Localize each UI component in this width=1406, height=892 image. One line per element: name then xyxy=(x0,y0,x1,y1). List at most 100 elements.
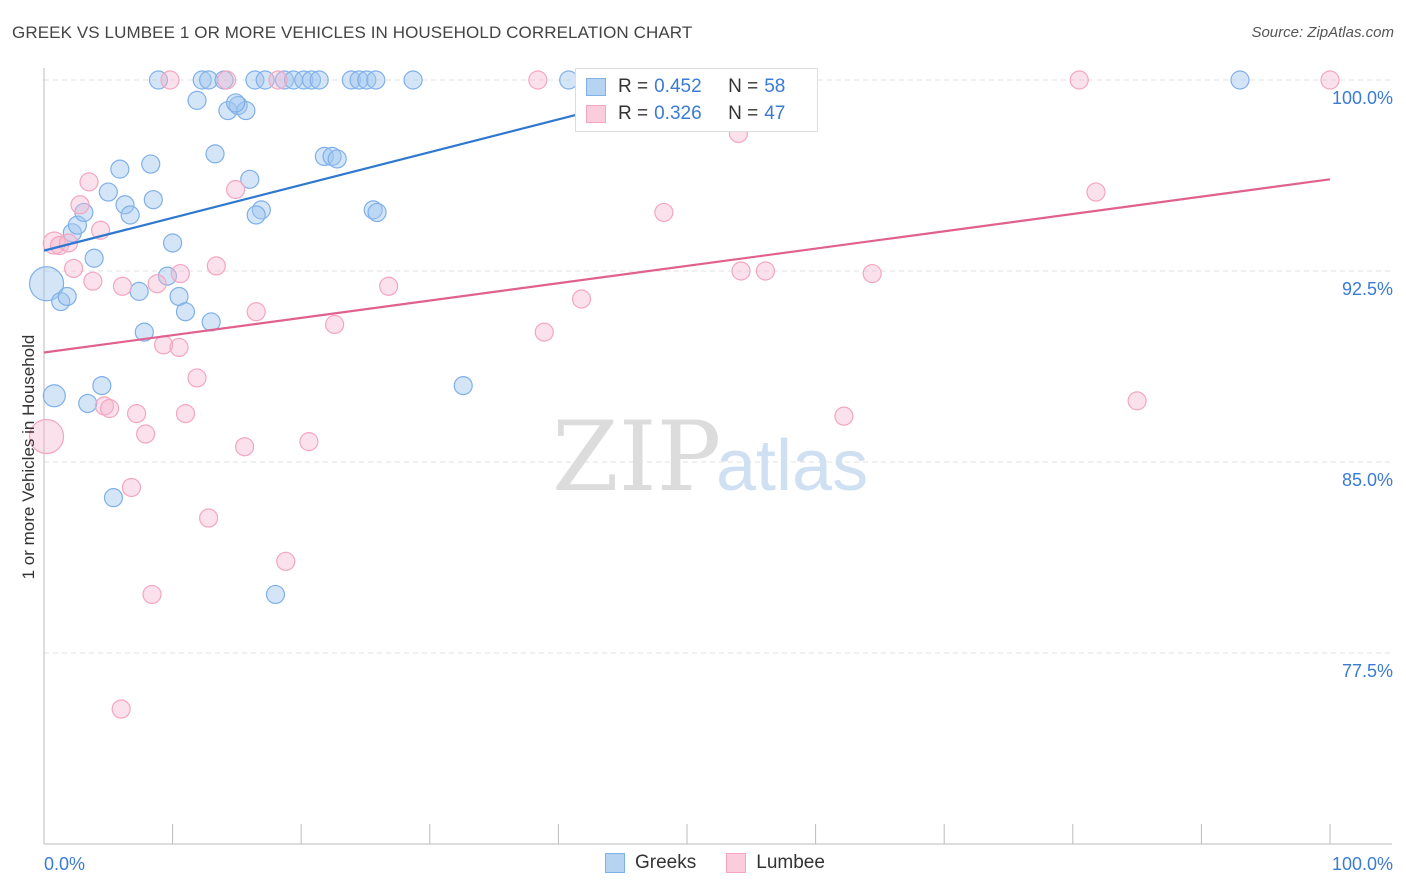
data-point-greeks xyxy=(205,144,225,164)
y-axis-label: 1 or more Vehicles in Household xyxy=(19,335,38,580)
legend-swatch-greeks xyxy=(586,78,606,96)
data-point-lumbee xyxy=(528,70,548,90)
data-point-greeks xyxy=(367,202,387,223)
data-point-lumbee xyxy=(28,418,65,455)
legend-r-label: R = xyxy=(618,76,649,97)
legend-n-label: N = xyxy=(728,103,759,124)
chart-title: GREEK VS LUMBEE 1 OR MORE VEHICLES IN HO… xyxy=(12,23,693,42)
data-point-greeks xyxy=(309,70,329,90)
data-point-greeks xyxy=(84,248,104,268)
data-point-greeks xyxy=(327,149,347,169)
data-point-greeks xyxy=(141,154,161,174)
data-point-greeks xyxy=(148,70,169,90)
data-point-lumbee xyxy=(121,477,142,498)
data-point-greeks xyxy=(322,146,342,166)
data-point-lumbee xyxy=(268,70,288,90)
legend-n-label: N = xyxy=(728,76,759,97)
data-point-lumbee xyxy=(142,584,162,605)
chart-source: Source: ZipAtlas.com xyxy=(1251,24,1394,41)
data-point-greeks xyxy=(453,376,473,396)
data-point-greeks xyxy=(294,70,314,90)
data-point-greeks xyxy=(341,70,361,90)
data-point-greeks xyxy=(349,70,369,90)
data-point-greeks xyxy=(110,159,130,179)
data-point-greeks xyxy=(246,205,266,225)
data-point-lumbee xyxy=(126,404,147,424)
data-point-greeks xyxy=(120,205,140,225)
data-point-lumbee xyxy=(834,406,854,426)
data-point-greeks xyxy=(236,100,256,121)
data-point-greeks xyxy=(226,93,246,113)
data-point-lumbee xyxy=(226,179,246,200)
data-point-lumbee xyxy=(534,322,554,342)
data-point-greeks xyxy=(98,182,118,202)
legend-item-greeks[interactable]: Greeks xyxy=(605,852,696,874)
data-point-greeks xyxy=(366,70,386,90)
data-point-lumbee xyxy=(571,289,592,309)
data-point-greeks xyxy=(187,90,207,110)
legend-label-greeks: Greeks xyxy=(635,852,697,873)
data-point-lumbee xyxy=(1069,70,1089,90)
data-point-lumbee xyxy=(731,261,751,281)
data-point-greeks xyxy=(192,70,212,90)
data-point-lumbee xyxy=(111,699,131,719)
data-point-greeks xyxy=(240,169,260,189)
data-point-greeks xyxy=(103,488,124,508)
data-point-greeks xyxy=(129,281,149,301)
data-point-greeks xyxy=(115,195,135,215)
data-point-greeks xyxy=(1230,70,1250,90)
trend-line-lumbee xyxy=(43,178,1331,354)
data-point-lumbee xyxy=(79,172,99,192)
legend-n-value-greeks: 58 xyxy=(764,76,786,97)
data-point-lumbee xyxy=(160,70,180,90)
legend-marker-greeks xyxy=(605,853,625,873)
data-point-greeks xyxy=(245,70,265,90)
data-point-greeks xyxy=(265,584,286,605)
data-point-greeks xyxy=(51,291,71,312)
data-point-lumbee xyxy=(235,437,255,457)
data-point-lumbee xyxy=(70,195,90,215)
series-legend: Greeks Lumbee xyxy=(605,852,855,874)
data-point-lumbee xyxy=(1127,391,1147,411)
y-tick-label: 77.5% xyxy=(1342,661,1393,681)
data-point-lumbee xyxy=(199,508,219,528)
data-point-lumbee xyxy=(175,404,196,424)
data-point-lumbee xyxy=(1086,182,1106,202)
data-point-greeks xyxy=(163,233,183,253)
data-point-lumbee xyxy=(276,551,296,571)
data-point-greeks xyxy=(143,190,163,210)
data-point-lumbee xyxy=(206,256,226,276)
watermark-atlas: atlas xyxy=(716,426,868,506)
data-point-greeks xyxy=(134,322,154,342)
data-point-lumbee xyxy=(325,314,345,335)
legend-n-value-lumbee: 47 xyxy=(764,103,786,124)
data-point-lumbee xyxy=(170,263,190,284)
data-point-greeks xyxy=(28,266,65,302)
legend-row-greeks: R = 0.452 N = 58 xyxy=(586,75,785,99)
data-point-lumbee xyxy=(379,276,399,296)
data-point-greeks xyxy=(78,393,98,414)
legend-r-value-greeks: 0.452 xyxy=(654,76,702,97)
data-point-lumbee xyxy=(1320,70,1340,90)
data-point-greeks xyxy=(42,384,66,408)
legend-swatch-lumbee xyxy=(586,105,606,123)
x-tick-label: 0.0% xyxy=(44,854,85,874)
data-point-lumbee xyxy=(135,424,156,444)
data-point-lumbee xyxy=(147,274,167,294)
legend-item-lumbee[interactable]: Lumbee xyxy=(726,852,825,874)
watermark-zip: ZIP xyxy=(552,401,721,513)
data-point-lumbee xyxy=(654,202,674,223)
data-point-lumbee xyxy=(217,70,237,90)
x-tick-label: 100.0% xyxy=(1332,854,1393,874)
data-point-lumbee xyxy=(755,261,776,281)
data-point-greeks xyxy=(251,200,271,220)
data-point-greeks xyxy=(301,70,322,90)
data-point-greeks xyxy=(92,376,112,396)
data-point-lumbee xyxy=(99,398,120,419)
legend-r-value-lumbee: 0.326 xyxy=(654,103,702,124)
data-point-greeks xyxy=(57,286,77,307)
data-point-greeks xyxy=(175,302,196,322)
data-point-lumbee xyxy=(187,368,207,388)
y-tick-label: 100.0% xyxy=(1332,88,1393,108)
